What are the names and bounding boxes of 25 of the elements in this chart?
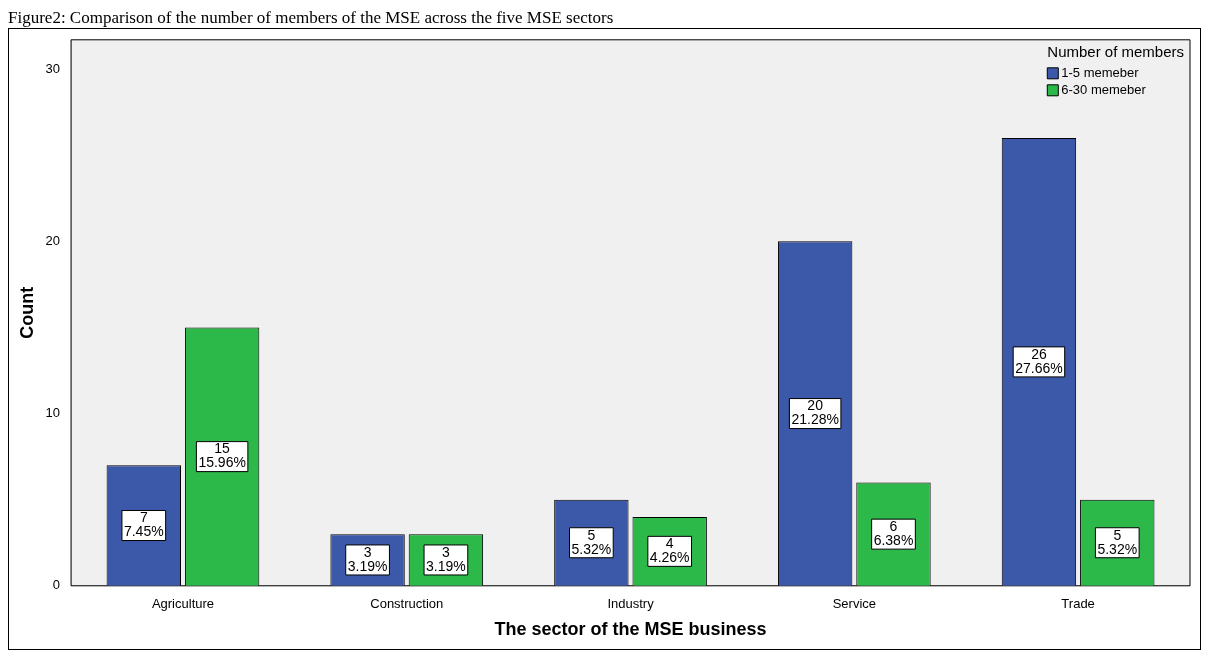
data-label: 5 5.32% bbox=[571, 526, 612, 557]
data-label: 3 3.19% bbox=[426, 543, 466, 574]
y-tick-label: 30 bbox=[45, 60, 61, 76]
y-tick-label: 10 bbox=[45, 405, 61, 421]
data-label: 15 15.96% bbox=[198, 440, 246, 471]
data-label: 20 21.28% bbox=[791, 397, 839, 428]
x-axis-title: The sector of the MSE business bbox=[494, 619, 767, 640]
chart-title: Figure2: Comparison of the number of members of the MSE across the five MSE sectors bbox=[8, 8, 615, 28]
x-tick-label: Agriculture bbox=[151, 596, 215, 612]
x-tick-label: Service bbox=[832, 596, 876, 612]
legend-title: Number of members bbox=[1047, 43, 1185, 61]
x-tick-label: Industry bbox=[607, 596, 655, 612]
legend-label: 6-30 memeber bbox=[1061, 81, 1147, 97]
data-label: 26 27.66% bbox=[1015, 345, 1063, 376]
data-label: 6 6.38% bbox=[873, 517, 914, 548]
y-axis-title: Count bbox=[16, 286, 37, 339]
x-tick-label: Trade bbox=[1061, 596, 1095, 612]
data-label: 4 4.26% bbox=[649, 535, 690, 566]
data-label: 3 3.19% bbox=[347, 543, 388, 574]
data-label: 7 7.45% bbox=[123, 509, 164, 540]
legend-label: 1-5 memeber bbox=[1061, 64, 1140, 80]
x-tick-label: Construction bbox=[370, 596, 444, 612]
y-tick-label: 20 bbox=[45, 232, 61, 248]
y-tick-label: 0 bbox=[52, 577, 61, 593]
data-label: 5 5.32% bbox=[1097, 526, 1138, 557]
